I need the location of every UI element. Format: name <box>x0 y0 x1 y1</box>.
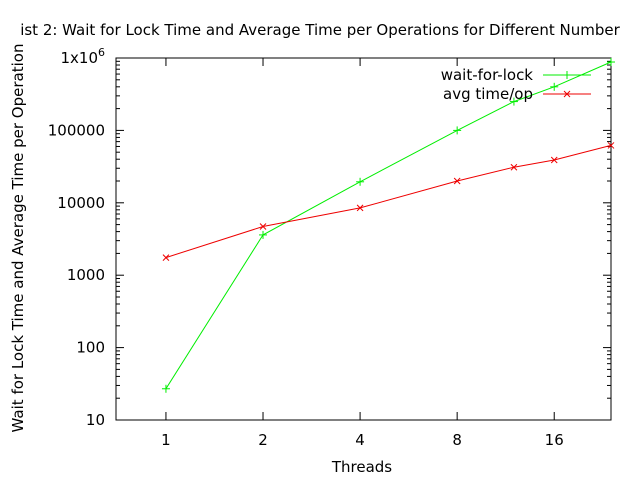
data-point-wait-for-lock <box>509 97 518 106</box>
y-tick-label: 10 <box>86 411 105 429</box>
data-point-avg-time-op <box>356 204 364 212</box>
y-tick-label: 10000 <box>57 194 105 212</box>
x-tick-label: 1 <box>161 431 171 449</box>
x-tick-label: 8 <box>452 431 462 449</box>
y-axis-ticks: 10 100 1000 10000 100000 1x106 <box>48 46 611 429</box>
data-point-wait-for-lock <box>550 82 559 91</box>
data-point-avg-time-op <box>259 223 267 230</box>
y-tick-label: 100 <box>76 339 105 357</box>
series-wait-for-lock <box>161 58 615 393</box>
legend-item-wait-for-lock: wait-for-lock <box>441 66 591 84</box>
y-axis-label: Wait for Lock Time and Average Time per … <box>9 44 27 433</box>
data-point-wait-for-lock <box>607 58 615 67</box>
x-axis-ticks: 1 2 4 8 16 <box>161 58 564 449</box>
x-axis-label: Threads <box>331 458 392 476</box>
chart-title: ist 2: Wait for Lock Time and Average Ti… <box>20 21 620 39</box>
data-point-wait-for-lock <box>259 230 268 239</box>
plot-frame <box>115 57 612 421</box>
data-point-avg-time-op <box>550 156 558 164</box>
data-point-avg-time-op <box>162 254 170 261</box>
data-point-wait-for-lock <box>161 384 170 393</box>
legend-label: wait-for-lock <box>441 66 534 84</box>
y-tick-label: 1x106 <box>60 46 105 67</box>
series-avg-time-op <box>162 142 615 261</box>
legend-marker <box>563 71 571 79</box>
legend-label: avg time/op <box>443 85 533 103</box>
data-point-wait-for-lock <box>356 177 365 186</box>
x-tick-label: 2 <box>258 431 268 449</box>
legend-item-avg-time-op: avg time/op <box>443 85 591 103</box>
data-point-avg-time-op <box>510 163 518 171</box>
y-tick-label: 1000 <box>67 266 105 284</box>
legend-marker <box>563 90 571 98</box>
data-point-avg-time-op <box>453 177 461 185</box>
series-layer <box>161 58 615 393</box>
x-tick-label: 4 <box>355 431 365 449</box>
y-tick-label: 100000 <box>48 121 105 139</box>
data-point-wait-for-lock <box>453 126 462 135</box>
x-tick-label: 16 <box>545 431 564 449</box>
data-point-avg-time-op <box>607 142 615 149</box>
plot-border <box>115 57 612 421</box>
